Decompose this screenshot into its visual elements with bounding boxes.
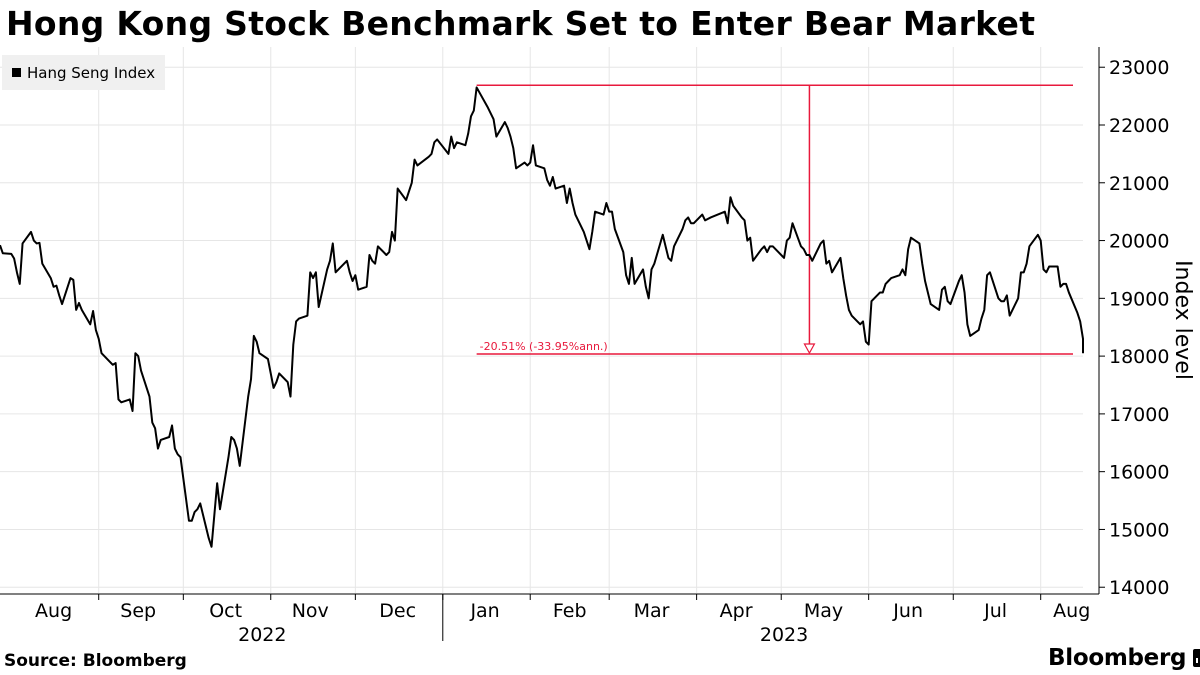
x-tick-label: Jun xyxy=(892,600,923,622)
axes: 14000 15000 16000 17000 18000 19000 20000 21000… xyxy=(0,47,1195,646)
x-tick-label: Jul xyxy=(983,600,1007,622)
bloomberg-logo: Bloomberg xyxy=(1048,645,1200,671)
y-tick-label: 14000 xyxy=(1109,577,1169,599)
y-tick-label: 21000 xyxy=(1109,173,1169,195)
y-tick-label: 17000 xyxy=(1109,404,1169,426)
drawdown-label: -20.51% (-33.95%ann.) xyxy=(480,340,608,353)
grid xyxy=(0,47,1083,593)
x-tick-label: Apr xyxy=(720,600,753,622)
y-axis-title: Index level xyxy=(1170,260,1195,380)
x-tick-label: Jan xyxy=(469,600,499,622)
brand-name: Bloomberg xyxy=(1048,645,1187,671)
x-tick-label: Aug xyxy=(35,600,72,622)
x-tick-label: Nov xyxy=(292,600,329,622)
y-tick-label: 18000 xyxy=(1109,346,1169,368)
x-tick-label: Oct xyxy=(209,600,242,622)
legend: Hang Seng Index xyxy=(2,55,166,90)
y-tick-label: 22000 xyxy=(1109,115,1169,137)
drop-arrow-head xyxy=(803,343,816,355)
year-label: 2023 xyxy=(760,624,808,646)
y-tick-label: 19000 xyxy=(1109,288,1169,310)
x-tick-label: Mar xyxy=(634,600,670,622)
x-tick-label: May xyxy=(804,600,843,622)
y-tick-label: 23000 xyxy=(1109,57,1169,79)
source-note: Source: Bloomberg xyxy=(4,651,187,671)
y-tick-label: 16000 xyxy=(1109,462,1169,484)
year-label: 2022 xyxy=(238,624,286,646)
series-line-hang-seng-index xyxy=(0,86,1084,548)
y-tick-label: 20000 xyxy=(1109,231,1169,253)
legend-label: Hang Seng Index xyxy=(27,63,156,82)
x-tick-label: Aug xyxy=(1053,600,1090,622)
x-tick-label: Feb xyxy=(553,600,587,622)
legend-swatch xyxy=(12,68,21,77)
y-tick-label: 15000 xyxy=(1109,519,1169,541)
series-line-group xyxy=(0,86,1084,548)
x-tick-label: Dec xyxy=(379,600,416,622)
x-tick-label: Sep xyxy=(120,600,156,622)
chart-title: Hong Kong Stock Benchmark Set to Enter B… xyxy=(6,4,1036,43)
bloomberg-badge-icon xyxy=(1193,649,1200,667)
drawdown-annotation: -20.51% (-33.95%ann.) xyxy=(476,84,1073,355)
